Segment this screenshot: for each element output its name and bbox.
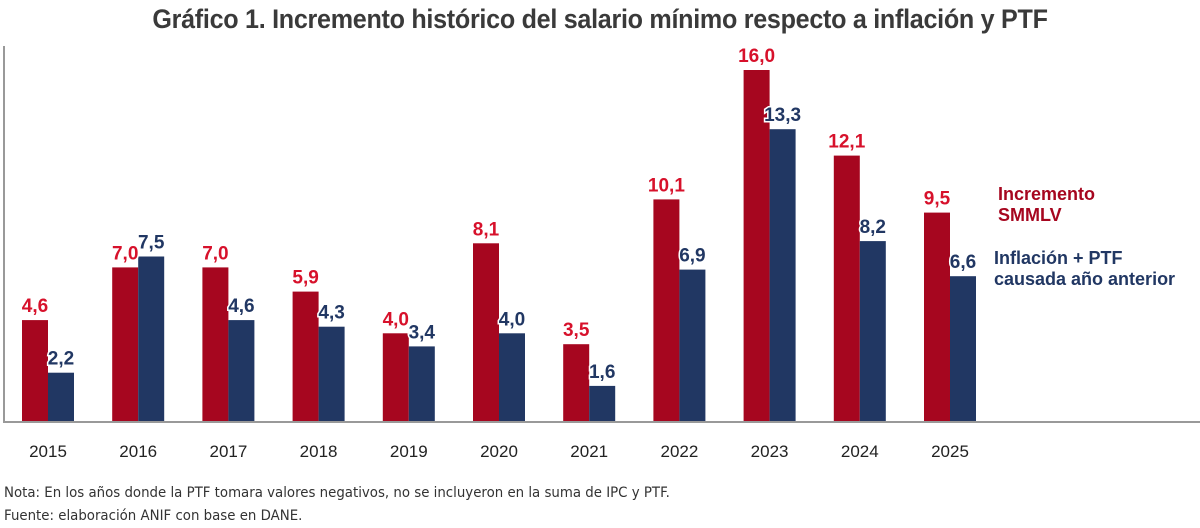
- x-tick-label-2024: 2024: [841, 442, 879, 461]
- bar-inflation-2023: [769, 129, 796, 421]
- legend-smmlv-line-2: SMMLV: [998, 205, 1062, 225]
- bar-smmlv-2018: [292, 291, 319, 421]
- value-label-smmlv-2025: 9,5: [924, 189, 951, 210]
- value-label-smmlv-2016: 7,0: [112, 243, 138, 264]
- value-label-smmlv-2023: 16,0: [738, 46, 775, 67]
- bar-smmlv-2021: [563, 344, 590, 421]
- value-label-inflation-2019: 3,4: [409, 322, 436, 343]
- value-label-smmlv-2022: 10,1: [648, 175, 685, 196]
- bar-inflation-2021: [589, 385, 616, 421]
- x-tick-label-2021: 2021: [570, 442, 608, 461]
- x-tick-label-2020: 2020: [480, 442, 518, 461]
- legend-smmlv-line-1: Incremento: [998, 184, 1096, 204]
- bar-smmlv-2022: [653, 199, 680, 421]
- legend-item-inflation-ptf: Inflación + PTF causada año anterior: [994, 248, 1175, 290]
- value-labels-group: 4,62,27,07,57,04,65,94,3 4,03,48,14,03,51…: [20, 45, 977, 385]
- x-tick-label-2023: 2023: [751, 442, 789, 461]
- x-tick-label-2017: 2017: [209, 442, 247, 461]
- x-tick-label-2015: 2015: [29, 442, 67, 461]
- legend-inflation-line-1: Inflación + PTF: [994, 248, 1123, 268]
- bar-smmlv-2019: [382, 333, 409, 422]
- x-tick-label-2025: 2025: [931, 442, 969, 461]
- value-label-inflation-2018: 4,3: [318, 303, 344, 324]
- value-label-inflation-2024: 8,2: [860, 217, 886, 238]
- legend-inflation-line-2: causada año anterior: [994, 269, 1176, 289]
- bar-inflation-2015: [48, 372, 74, 421]
- x-tick-label-2016: 2016: [119, 442, 157, 461]
- bar-smmlv-2025: [924, 212, 950, 421]
- bar-smmlv-2020: [473, 243, 499, 421]
- bar-inflation-2020: [499, 333, 525, 422]
- x-axis-ticks: 2015 2016 2017 2018 2019 2020 2021 2022 2023 2024…: [29, 442, 969, 461]
- x-tick-label-2019: 2019: [390, 442, 428, 461]
- value-label-inflation-2023: 13,3: [764, 105, 801, 126]
- bar-smmlv-2023: [743, 70, 770, 421]
- value-label-smmlv-2015: 4,6: [22, 296, 48, 317]
- bar-smmlv-2024: [833, 155, 860, 421]
- value-label-inflation-2022: 6,9: [679, 246, 705, 267]
- value-label-inflation-2021: 1,6: [589, 362, 615, 383]
- bar-inflation-2024: [859, 241, 886, 421]
- footnote-note: Nota: En los años donde la PTF tomara va…: [4, 485, 670, 501]
- bar-smmlv-2017: [202, 267, 229, 421]
- value-label-inflation-2015: 2,2: [48, 349, 74, 370]
- bar-inflation-2022: [679, 269, 706, 421]
- footnote-source: Fuente: elaboración ANIF con base en DAN…: [4, 508, 303, 524]
- value-label-inflation-2025: 6,6: [950, 252, 976, 273]
- bar-inflation-2018: [318, 326, 345, 421]
- value-label-smmlv-2018: 5,9: [292, 268, 318, 289]
- x-tick-label-2022: 2022: [660, 442, 698, 461]
- bar-inflation-2017: [228, 320, 255, 421]
- value-label-smmlv-2017: 7,0: [202, 243, 228, 264]
- value-label-smmlv-2020: 8,1: [473, 219, 500, 240]
- value-label-smmlv-2024: 12,1: [828, 132, 865, 153]
- legend-item-smmlv: Incremento SMMLV: [998, 184, 1095, 226]
- value-label-smmlv-2019: 4,0: [383, 309, 409, 330]
- bar-smmlv-2016: [112, 267, 139, 421]
- x-tick-label-2018: 2018: [300, 442, 338, 461]
- bar-inflation-2019: [408, 346, 435, 421]
- bar-smmlv-2015: [22, 320, 48, 421]
- chart-title: Gráfico 1. Incremento histórico del sala…: [152, 4, 1048, 34]
- value-label-smmlv-2021: 3,5: [563, 320, 590, 341]
- value-label-inflation-2020: 4,0: [499, 309, 525, 330]
- bar-inflation-2016: [138, 256, 165, 421]
- bar-inflation-2025: [950, 276, 976, 421]
- bars-group: [22, 70, 976, 422]
- value-label-inflation-2016: 7,5: [138, 233, 165, 254]
- value-label-inflation-2017: 4,6: [228, 296, 254, 317]
